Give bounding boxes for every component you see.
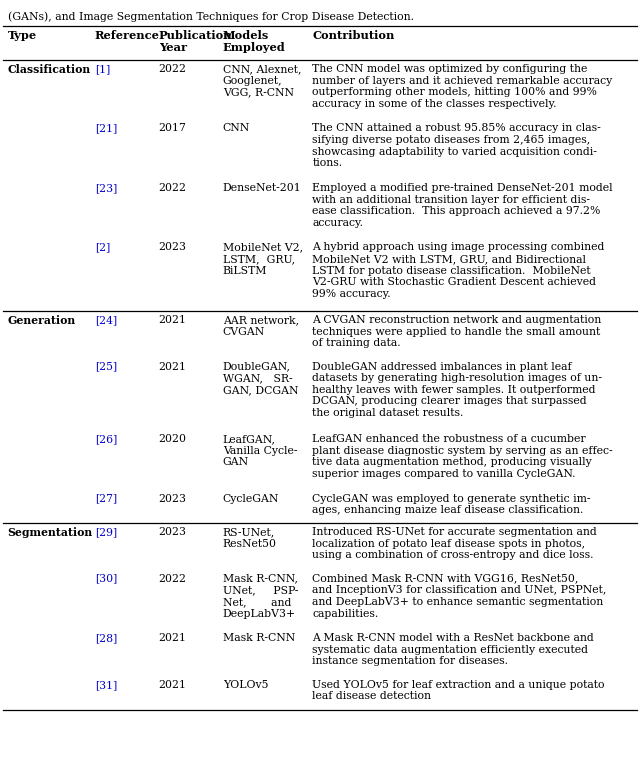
Text: DenseNet-201: DenseNet-201	[223, 183, 301, 193]
Text: CNN, Alexnet,
Googlenet,
VGG, R-CNN: CNN, Alexnet, Googlenet, VGG, R-CNN	[223, 64, 301, 97]
Text: Contribution: Contribution	[312, 29, 395, 41]
Text: LeafGAN enhanced the robustness of a cucumber
plant disease diagnostic system by: LeafGAN enhanced the robustness of a cuc…	[312, 434, 613, 479]
Text: 2023: 2023	[159, 527, 187, 537]
Text: RS-UNet,
ResNet50: RS-UNet, ResNet50	[223, 527, 276, 549]
Text: YOLOv5: YOLOv5	[223, 680, 268, 690]
Text: [1]: [1]	[95, 64, 110, 74]
Text: [31]: [31]	[95, 680, 117, 690]
Text: [2]: [2]	[95, 243, 110, 252]
Text: DoubleGAN,
WGAN,   SR-
GAN, DCGAN: DoubleGAN, WGAN, SR- GAN, DCGAN	[223, 362, 298, 395]
Text: Publication
Year: Publication Year	[159, 29, 232, 53]
Text: 2021: 2021	[159, 362, 187, 372]
Text: The CNN model was optimized by configuring the
number of layers and it achieved : The CNN model was optimized by configuri…	[312, 64, 612, 109]
Text: MobileNet V2,
LSTM,  GRU,
BiLSTM: MobileNet V2, LSTM, GRU, BiLSTM	[223, 243, 303, 276]
Text: Employed a modified pre-trained DenseNet-201 model
with an additional transition: Employed a modified pre-trained DenseNet…	[312, 183, 613, 227]
Text: [30]: [30]	[95, 574, 117, 584]
Text: [27]: [27]	[95, 493, 117, 503]
Text: 2021: 2021	[159, 680, 187, 690]
Text: Models
Employed: Models Employed	[223, 29, 285, 53]
Text: Used YOLOv5 for leaf extraction and a unique potato
leaf disease detection: Used YOLOv5 for leaf extraction and a un…	[312, 680, 605, 702]
Text: AAR network,
CVGAN: AAR network, CVGAN	[223, 315, 299, 337]
Text: CycleGAN: CycleGAN	[223, 493, 279, 503]
Text: A Mask R-CNN model with a ResNet backbone and
systematic data augmentation effic: A Mask R-CNN model with a ResNet backbon…	[312, 633, 594, 666]
Text: Segmentation: Segmentation	[8, 527, 93, 538]
Text: A hybrid approach using image processing combined
MobileNet V2 with LSTM, GRU, a: A hybrid approach using image processing…	[312, 243, 605, 299]
Text: [25]: [25]	[95, 362, 117, 372]
Text: Generation: Generation	[8, 315, 76, 326]
Text: [28]: [28]	[95, 633, 117, 643]
Text: Introduced RS-UNet for accurate segmentation and
localization of potato leaf dis: Introduced RS-UNet for accurate segmenta…	[312, 527, 597, 561]
Text: A CVGAN reconstruction network and augmentation
techniques were applied to handl: A CVGAN reconstruction network and augme…	[312, 315, 602, 348]
Text: 2022: 2022	[159, 183, 187, 193]
Text: [29]: [29]	[95, 527, 117, 537]
Text: The CNN attained a robust 95.85% accuracy in clas-
sifying diverse potato diseas: The CNN attained a robust 95.85% accurac…	[312, 123, 601, 168]
Text: [21]: [21]	[95, 123, 117, 133]
Text: Mask R-CNN: Mask R-CNN	[223, 633, 295, 643]
Text: 2022: 2022	[159, 64, 187, 74]
Text: DoubleGAN addressed imbalances in plant leaf
datasets by generating high-resolut: DoubleGAN addressed imbalances in plant …	[312, 362, 602, 418]
Text: [23]: [23]	[95, 183, 117, 193]
Text: 2022: 2022	[159, 574, 187, 584]
Text: [26]: [26]	[95, 434, 117, 444]
Text: CNN: CNN	[223, 123, 250, 133]
Text: 2021: 2021	[159, 633, 187, 643]
Text: 2021: 2021	[159, 315, 187, 325]
Text: Mask R-CNN,
UNet,     PSP-
Net,       and
DeepLabV3+: Mask R-CNN, UNet, PSP- Net, and DeepLabV…	[223, 574, 298, 618]
Text: 2020: 2020	[159, 434, 187, 444]
Text: Reference: Reference	[95, 29, 159, 41]
Text: Classification: Classification	[8, 64, 91, 75]
Text: (GANs), and Image Segmentation Techniques for Crop Disease Detection.: (GANs), and Image Segmentation Technique…	[8, 12, 413, 22]
Text: CycleGAN was employed to generate synthetic im-
ages, enhancing maize leaf disea: CycleGAN was employed to generate synthe…	[312, 493, 591, 515]
Text: 2017: 2017	[159, 123, 187, 133]
Text: LeafGAN,
Vanilla Cycle-
GAN: LeafGAN, Vanilla Cycle- GAN	[223, 434, 297, 467]
Text: Type: Type	[8, 29, 37, 41]
Text: Combined Mask R-CNN with VGG16, ResNet50,
and InceptionV3 for classification and: Combined Mask R-CNN with VGG16, ResNet50…	[312, 574, 607, 618]
Text: 2023: 2023	[159, 493, 187, 503]
Text: [24]: [24]	[95, 315, 117, 325]
Text: 2023: 2023	[159, 243, 187, 252]
